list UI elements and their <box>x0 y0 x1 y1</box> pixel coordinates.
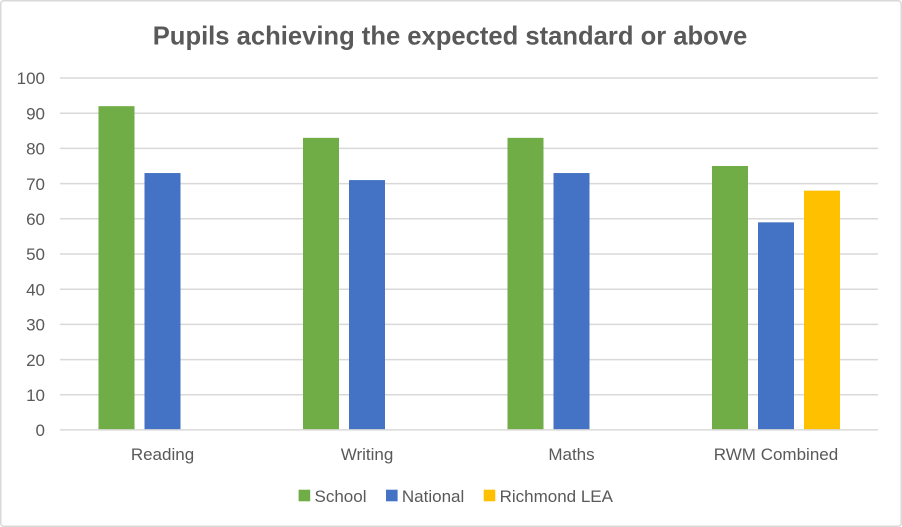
svg-text:70: 70 <box>26 175 45 194</box>
svg-text:30: 30 <box>26 316 45 335</box>
svg-text:90: 90 <box>26 104 45 123</box>
svg-text:100: 100 <box>17 69 45 88</box>
svg-text:School: School <box>315 487 367 506</box>
svg-text:20: 20 <box>26 351 45 370</box>
svg-text:Writing: Writing <box>341 445 394 464</box>
svg-text:Richmond LEA: Richmond LEA <box>500 487 614 506</box>
svg-text:Pupils achieving the expected: Pupils achieving the expected standard o… <box>153 22 748 50</box>
svg-text:60: 60 <box>26 210 45 229</box>
svg-text:40: 40 <box>26 280 45 299</box>
svg-text:Maths: Maths <box>548 445 594 464</box>
svg-text:0: 0 <box>36 421 45 440</box>
svg-text:80: 80 <box>26 140 45 159</box>
svg-text:National: National <box>402 487 464 506</box>
svg-text:Reading: Reading <box>131 445 194 464</box>
svg-text:RWM Combined: RWM Combined <box>714 445 838 464</box>
svg-text:50: 50 <box>26 245 45 264</box>
svg-text:10: 10 <box>26 386 45 405</box>
